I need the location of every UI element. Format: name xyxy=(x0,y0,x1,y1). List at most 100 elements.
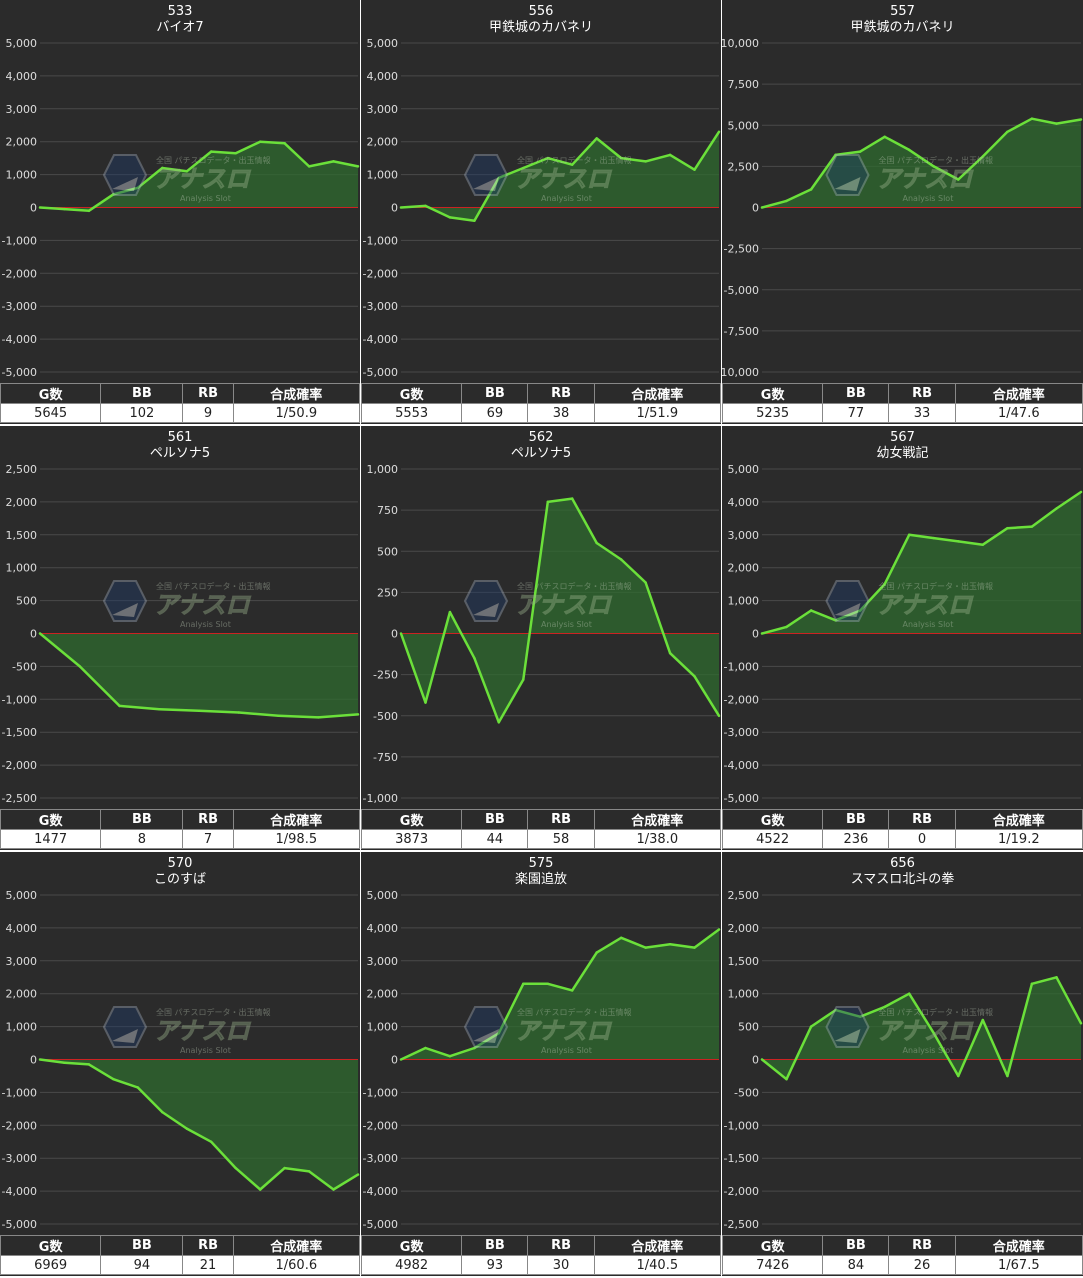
bb-count: 44 xyxy=(461,829,529,849)
series-segment xyxy=(834,1008,862,1018)
series-segment xyxy=(546,156,574,166)
games-count: 4522 xyxy=(722,829,824,849)
series-segment xyxy=(399,204,427,209)
machine-number: 656 xyxy=(890,856,915,871)
watermark-brand: アナスロ xyxy=(154,1017,252,1045)
y-tick-label: -1,000 xyxy=(363,792,398,805)
y-tick-label: 4,000 xyxy=(367,922,399,935)
series-segment xyxy=(570,497,598,545)
watermark-tagline: 全国 パチスロデータ・出玉情報 xyxy=(879,1007,994,1017)
y-tick-label: 3,000 xyxy=(367,103,399,116)
line-chart: 1,000 750 500 250 0 -250 -500 -750 -1,000 全国 パチスロ… xyxy=(363,463,721,805)
logo-hexagon xyxy=(102,154,148,196)
stats-header: 合成確率 xyxy=(593,383,721,404)
stats-table: G数 BB RB 合成確率 5235 77 33 1/47.6 xyxy=(722,383,1083,423)
logo-hexagon xyxy=(463,580,509,622)
bb-count: 8 xyxy=(100,829,184,849)
y-tick-label: 5,000 xyxy=(6,37,38,50)
series-segment xyxy=(112,186,140,196)
logo-wedge xyxy=(112,1029,138,1043)
stats-header: G数 xyxy=(0,809,102,830)
chart-panel-533: 533 バイオ7 5,000 4,000 3,000 2,000 1,000 0 -1,000 -… xyxy=(0,0,360,424)
chart-panel-561: 561 ペルソナ5 2,500 2,000 1,500 1,000 500 0 -500 -1,0… xyxy=(0,426,360,850)
series-segment xyxy=(570,137,598,166)
y-tick-label: -1,000 xyxy=(363,234,398,247)
series-segment xyxy=(619,558,647,584)
series-segment xyxy=(399,1046,427,1061)
machine-number: 557 xyxy=(890,4,915,19)
y-tick-label: 5,000 xyxy=(728,119,760,132)
series-segment xyxy=(38,632,82,668)
series-segment xyxy=(317,713,360,719)
watermark-tagline: 全国 パチスロデータ・出玉情報 xyxy=(156,581,271,591)
series-segment xyxy=(283,142,311,168)
y-tick-label: -1,000 xyxy=(363,1086,398,1099)
line-chart: 5,000 4,000 3,000 2,000 1,000 0 -1,000 -2,000 -3… xyxy=(363,37,721,379)
y-tick-label: -4,000 xyxy=(363,1185,398,1198)
stats-header: RB xyxy=(888,383,956,404)
series-segment xyxy=(760,199,788,209)
stats-header: G数 xyxy=(0,1235,102,1256)
watermark-brand: アナスロ xyxy=(154,165,252,193)
watermark-brand: アナスロ xyxy=(877,591,975,619)
y-tick-label: -3,000 xyxy=(363,1152,398,1165)
watermark-sub: Analysis Slot xyxy=(541,194,592,203)
combined-probability: 1/67.5 xyxy=(954,1255,1083,1275)
machine-number: 570 xyxy=(167,856,193,871)
series-segment xyxy=(785,188,813,203)
logo-wedge xyxy=(834,177,861,191)
y-tick-label: 0 xyxy=(30,628,37,641)
stats-header: BB xyxy=(822,1235,890,1256)
series-segment xyxy=(981,130,1009,158)
logo-hexagon xyxy=(825,154,870,196)
series-segment xyxy=(258,1166,286,1191)
y-tick-label: -5,000 xyxy=(724,792,759,805)
stats-header: G数 xyxy=(361,809,463,830)
y-tick-label: 5,000 xyxy=(728,463,760,476)
y-tick-label: -5,000 xyxy=(724,284,759,297)
y-tick-label: 10,000 xyxy=(722,37,759,50)
y-tick-label: 500 xyxy=(16,595,37,608)
series-segment xyxy=(858,135,886,153)
series-segment xyxy=(112,1077,140,1089)
series-segment xyxy=(619,936,647,949)
y-tick-label: 3,000 xyxy=(6,955,38,968)
y-tick-label: -500 xyxy=(12,660,37,673)
area-fill xyxy=(762,492,1081,634)
y-tick-label: -1,000 xyxy=(724,660,759,673)
y-tick-label: -2,000 xyxy=(724,1185,759,1198)
series-segment xyxy=(932,165,960,181)
series-segment xyxy=(258,140,286,145)
series-segment xyxy=(595,541,623,561)
y-tick-label: -2,500 xyxy=(724,1218,759,1231)
series-segment xyxy=(644,943,672,949)
machine-number: 562 xyxy=(528,430,554,445)
y-tick-label: 500 xyxy=(738,1021,759,1034)
games-count: 5235 xyxy=(722,403,824,423)
stats-header: G数 xyxy=(722,1235,824,1256)
series-segment xyxy=(424,610,452,704)
y-tick-label: 1,000 xyxy=(728,595,760,608)
y-tick-label: -7,500 xyxy=(724,325,759,338)
y-tick-label: 1,000 xyxy=(367,169,399,182)
bb-count: 236 xyxy=(822,829,890,849)
line-chart: 10,000 7,500 5,000 2,500 0 -2,500 -5,000 -7,500… xyxy=(722,37,1083,379)
y-tick-label: -5,000 xyxy=(2,366,37,379)
stats-header: G数 xyxy=(361,1235,463,1256)
y-tick-label: 2,500 xyxy=(728,889,760,902)
area-fill xyxy=(401,131,719,221)
line-chart: 2,500 2,000 1,500 1,000 500 0 -500 -1,000 -1,500… xyxy=(2,463,360,805)
stats-header: G数 xyxy=(0,383,102,404)
logo-hexagon xyxy=(102,580,148,622)
y-tick-label: 1,000 xyxy=(728,988,760,1001)
stats-table: G数 BB RB 合成確率 7426 84 26 1/67.5 xyxy=(722,1235,1083,1275)
series-segment xyxy=(1055,976,1083,1025)
watermark-sub: Analysis Slot xyxy=(903,1046,954,1055)
y-tick-label: 0 xyxy=(752,1054,759,1067)
series-segment xyxy=(981,1018,1009,1078)
series-segment xyxy=(668,153,696,171)
y-tick-label: -5,000 xyxy=(2,1218,37,1231)
